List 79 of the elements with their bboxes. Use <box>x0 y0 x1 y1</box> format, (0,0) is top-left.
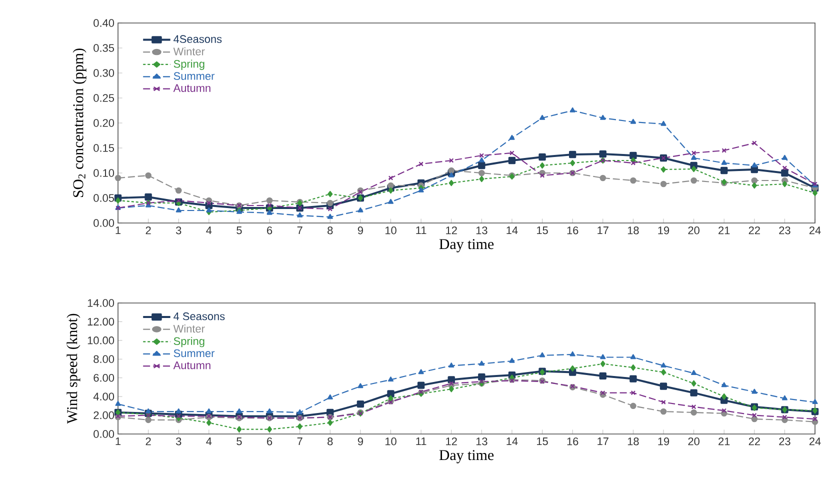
x-tick-label: 2 <box>146 438 151 446</box>
x-tick-label: 5 <box>236 226 242 234</box>
y-axis-title: SO$_{2}$ concentration (ppm) <box>72 48 86 198</box>
y-tick-label: 0.00 <box>94 219 114 227</box>
x-tick-label: 7 <box>297 226 302 234</box>
y-tick-label: 0.00 <box>94 430 114 438</box>
legend-label: Winter <box>173 47 205 56</box>
x-tick-label: 20 <box>688 438 700 446</box>
x-tick-label: 9 <box>358 438 363 446</box>
x-tick-label: 3 <box>176 438 182 446</box>
legend-label: Summer <box>174 349 215 358</box>
y-tick-label: 0.30 <box>94 69 114 77</box>
x-tick-label: 23 <box>779 438 790 446</box>
x-tick-label: 18 <box>628 226 639 234</box>
x-tick-label: 8 <box>328 438 333 446</box>
x-tick-label: 21 <box>718 438 730 446</box>
x-tick-label: 24 <box>809 438 821 446</box>
y-tick-label: 14.00 <box>88 299 114 307</box>
y-tick-label: 10.00 <box>88 336 114 344</box>
x-tick-label: 8 <box>328 226 333 234</box>
x-tick-label: 9 <box>358 226 363 234</box>
x-tick-label: 17 <box>598 226 608 234</box>
x-tick-label: 12 <box>446 226 457 234</box>
y-tick-label: 0.20 <box>94 119 114 127</box>
y-axis-title: Wind speed (knot) <box>66 314 80 424</box>
x-tick-label: 13 <box>476 438 488 446</box>
x-tick-label: 23 <box>779 226 790 234</box>
legend-label: Autumn <box>173 362 210 370</box>
legend-label: 4 Seasons <box>174 312 225 320</box>
y-tick-label: 0.25 <box>94 94 114 102</box>
x-tick-label: 13 <box>476 226 488 234</box>
y-tick-label: 0.40 <box>94 19 114 27</box>
y-tick-label: 0.35 <box>94 44 114 52</box>
x-tick-label: 24 <box>809 226 821 234</box>
x-tick-label: 3 <box>176 226 182 234</box>
legend-label: Summer <box>174 72 215 80</box>
legend-label: Autumn <box>173 84 210 92</box>
x-tick-label: 15 <box>537 226 548 234</box>
x-tick-label: 20 <box>688 226 700 234</box>
x-tick-label: 19 <box>658 438 670 446</box>
x-tick-label: 10 <box>385 438 396 446</box>
x-tick-label: 1 <box>116 226 121 234</box>
y-tick-label: 0.15 <box>94 144 114 152</box>
x-tick-label: 7 <box>297 438 302 446</box>
legend-label: Winter <box>173 324 205 333</box>
y-tick-label: 2.00 <box>94 411 114 420</box>
y-tick-label: 12.00 <box>88 318 114 326</box>
x-tick-label: 16 <box>567 438 578 446</box>
x-tick-label: 18 <box>628 438 639 446</box>
x-tick-label: 14 <box>506 226 518 234</box>
x-tick-label: 6 <box>267 226 272 234</box>
x-tick-label: 10 <box>385 226 396 234</box>
x-tick-label: 4 <box>206 226 212 234</box>
y-tick-label: 4.00 <box>93 392 114 400</box>
x-tick-label: 22 <box>748 226 760 234</box>
y-tick-label: 6.00 <box>94 374 114 382</box>
x-tick-label: 11 <box>416 438 426 446</box>
x-axis-title: Day time <box>439 450 494 464</box>
x-tick-label: 15 <box>537 438 548 446</box>
x-tick-label: 17 <box>598 438 608 446</box>
x-axis-title: Day time <box>439 239 494 252</box>
y-tick-label: 8.00 <box>94 355 114 364</box>
x-tick-label: 16 <box>567 226 578 234</box>
x-tick-label: 2 <box>146 226 151 234</box>
x-tick-label: 1 <box>116 438 121 446</box>
x-tick-label: 4 <box>206 438 212 446</box>
x-tick-label: 6 <box>267 438 272 446</box>
x-tick-label: 21 <box>718 226 730 234</box>
y-tick-label: 0.05 <box>94 194 114 202</box>
x-tick-label: 12 <box>446 438 457 446</box>
x-tick-label: 11 <box>416 226 426 234</box>
y-tick-label: 0.10 <box>94 169 114 177</box>
x-tick-label: 14 <box>506 438 518 446</box>
legend-label: Spring <box>174 60 204 70</box>
x-tick-label: 19 <box>658 226 670 234</box>
x-tick-label: 22 <box>748 438 760 446</box>
legend-label: Spring <box>174 336 204 348</box>
x-tick-label: 5 <box>236 438 242 446</box>
legend-label: 4Seasons <box>174 35 222 43</box>
